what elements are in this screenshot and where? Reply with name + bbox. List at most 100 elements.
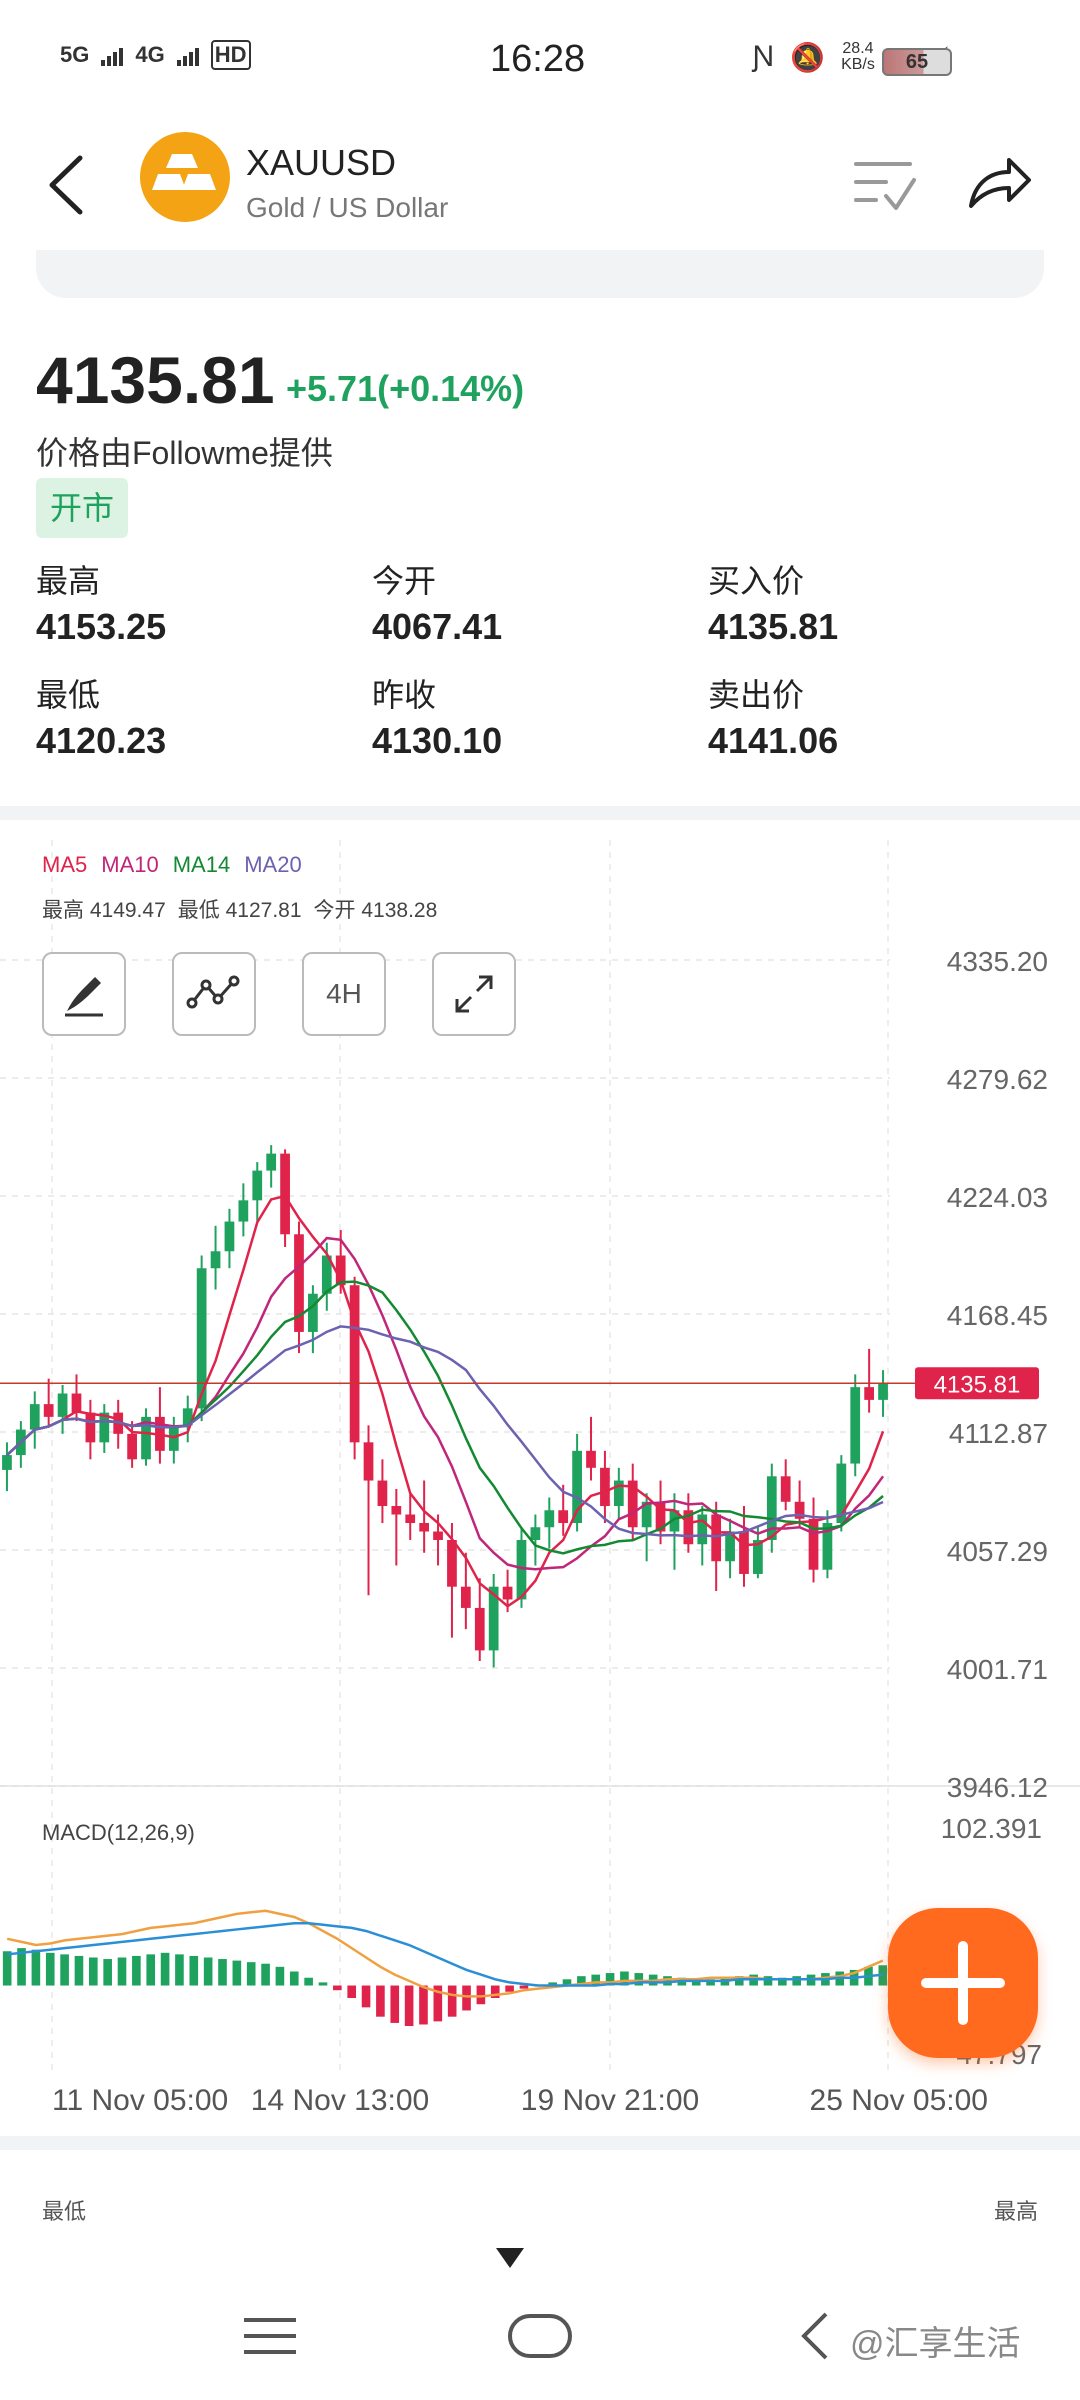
candle-body [530, 1527, 541, 1540]
candle-body [725, 1531, 735, 1562]
stat-label: 最低 [36, 677, 101, 713]
macd-bar [548, 1982, 557, 1986]
ma14-line [6, 1280, 884, 1555]
stat-value: 4067.41 [372, 606, 503, 647]
candle [85, 1399, 96, 1460]
macd-bar [232, 1960, 242, 1986]
macd-bar [577, 1976, 586, 1986]
clock: 16:28 [490, 38, 586, 80]
stat-label: 卖出价 [708, 677, 805, 713]
candle-body [349, 1285, 360, 1443]
macd-bar [318, 1982, 328, 1986]
candle-body [641, 1501, 652, 1528]
candle [600, 1450, 610, 1524]
candle-body [488, 1586, 499, 1651]
ma20-line [6, 1325, 884, 1538]
macd-bar [706, 1979, 715, 1986]
candle-body [850, 1387, 861, 1464]
macd-bar [2, 1951, 12, 1986]
price-tick-label: 4112.87 [949, 1418, 1048, 1449]
macd-bar [792, 1976, 801, 1986]
quote-stats: 最高 4153.25 今开 4067.41 买入价 4135.81 最低 4120.23… [36, 556, 1046, 764]
signal-icon [101, 44, 124, 66]
fullscreen-icon[interactable] [432, 952, 516, 1036]
ma5-line [6, 1194, 885, 1608]
candle [266, 1145, 277, 1188]
candle [488, 1573, 499, 1668]
candle [377, 1459, 388, 1524]
candle [127, 1421, 137, 1468]
macd-dea-line [7, 1921, 883, 1987]
candle-body [419, 1523, 430, 1532]
macd-bar [490, 1985, 500, 1998]
add-floating-button[interactable] [888, 1908, 1038, 2058]
share-icon[interactable] [965, 148, 1035, 214]
time-tick-label: 19 Nov 21:00 [521, 2084, 699, 2117]
ma5-label: MA5 [42, 852, 88, 877]
candle-body [572, 1450, 582, 1524]
candle-body [739, 1531, 749, 1574]
candle-body [544, 1510, 555, 1528]
macd-bar [60, 1954, 69, 1986]
candle [168, 1416, 179, 1464]
candle [391, 1489, 402, 1566]
stat-value: 4130.10 [372, 720, 503, 761]
macd-bar [663, 1976, 672, 1986]
candle [308, 1285, 318, 1354]
stat-bid: 买入价 4135.81 [708, 556, 1046, 650]
ohlc-low: 最低 4127.81 [177, 899, 302, 922]
ma10-label: MA10 [101, 852, 159, 877]
candle-body [836, 1463, 847, 1524]
price-tick-label: 4168.45 [947, 1300, 1048, 1331]
promo-banner[interactable] [36, 250, 1044, 298]
app-header: XAUUSD Gold / US Dollar [0, 120, 1080, 250]
macd-bar [160, 1952, 170, 1986]
kline-chart[interactable]: 4335.20 4279.62 4224.03 4168.45 4112.87 4057.… [0, 820, 1080, 2136]
macd-bar [433, 1985, 443, 2022]
list-check-icon[interactable] [850, 150, 920, 216]
stat-low: 最低 4120.23 [36, 670, 372, 764]
candle [655, 1480, 666, 1545]
home-nav-icon[interactable] [508, 2314, 572, 2358]
candle-body [669, 1510, 680, 1532]
candle [794, 1480, 805, 1528]
candle-body [808, 1518, 819, 1570]
price-change: +5.71(+0.14%) [286, 368, 525, 409]
time-tick-label: 25 Nov 05:00 [810, 2084, 988, 2117]
candle-body [711, 1514, 722, 1562]
candle-body [447, 1539, 457, 1587]
network-5g-label: 5G [60, 42, 90, 67]
candle [57, 1385, 68, 1434]
range-high-label: 最高 [993, 2199, 1038, 2224]
macd-label: MACD(12,26,9) [42, 1820, 195, 1845]
candle [238, 1183, 249, 1237]
net-speed: 28.4 KB/s [841, 40, 875, 73]
candle [210, 1225, 221, 1290]
macd-bar [31, 1949, 41, 1986]
macd-bar [519, 1985, 529, 1989]
candle [224, 1208, 235, 1269]
candle-body [613, 1480, 624, 1507]
menu-nav-icon[interactable] [244, 2318, 296, 2354]
macd-histogram [2, 1948, 888, 2027]
indicator-icon[interactable] [172, 952, 256, 1036]
candle [558, 1484, 569, 1536]
macd-bar [132, 1955, 141, 1986]
draw-pen-icon[interactable] [42, 952, 126, 1036]
current-price-tag [915, 1367, 1039, 1400]
candle [753, 1527, 763, 1579]
candle [182, 1395, 193, 1443]
candle [447, 1523, 457, 1638]
timeframe-button[interactable]: 4H [302, 952, 386, 1036]
back-nav-icon[interactable] [801, 2312, 828, 2360]
candle-body [794, 1501, 805, 1519]
candle [141, 1408, 151, 1466]
bottom-divider [0, 2136, 1080, 2150]
expand-down-icon[interactable] [496, 2248, 524, 2268]
back-arrow-icon[interactable] [40, 150, 100, 220]
candle-body [224, 1221, 235, 1252]
macd-bar [620, 1971, 629, 1986]
candle [294, 1221, 304, 1354]
candle [586, 1416, 596, 1481]
candle-body [266, 1153, 277, 1171]
